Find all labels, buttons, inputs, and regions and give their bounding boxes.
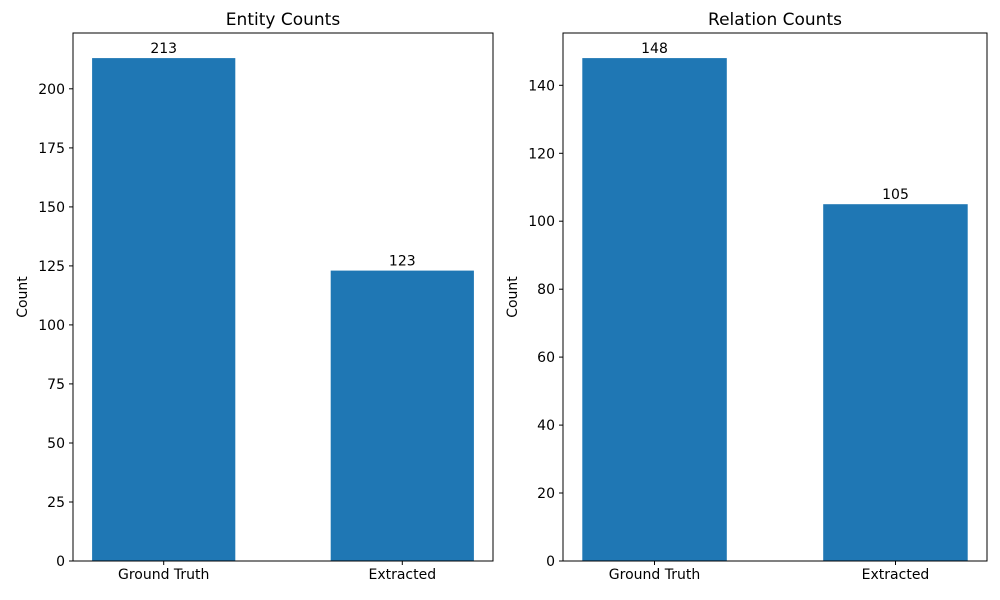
y-tick-label: 100 xyxy=(528,214,555,230)
bar-value-label: 213 xyxy=(150,41,177,57)
y-tick-label: 200 xyxy=(38,82,65,98)
y-tick-label: 175 xyxy=(38,141,65,157)
bar-value-label: 148 xyxy=(641,41,668,57)
y-tick-label: 20 xyxy=(537,486,555,502)
x-tick-label: Extracted xyxy=(862,567,930,583)
x-tick-label: Extracted xyxy=(368,567,436,583)
y-tick-label: 0 xyxy=(546,554,555,570)
y-tick-label: 0 xyxy=(56,554,65,570)
plot-border xyxy=(562,32,988,562)
bar-1 xyxy=(823,204,968,561)
y-axis-label: Count xyxy=(15,276,31,318)
y-tick-label: 75 xyxy=(47,377,65,393)
y-axis-label: Count xyxy=(505,276,521,318)
bar-1 xyxy=(330,270,474,561)
y-tick-label: 60 xyxy=(537,350,555,366)
y-tick-label: 40 xyxy=(537,418,555,434)
y-tick-label: 140 xyxy=(528,78,555,94)
chart-title: Relation Counts xyxy=(708,10,842,30)
y-tick-label: 150 xyxy=(38,200,65,216)
bar-value-label: 123 xyxy=(389,254,416,270)
chart-title: Entity Counts xyxy=(226,10,341,30)
bar-value-label: 105 xyxy=(882,187,909,203)
plot-border xyxy=(72,32,494,562)
y-tick-label: 100 xyxy=(38,318,65,334)
x-tick-label: Ground Truth xyxy=(609,567,700,583)
y-tick-label: 50 xyxy=(47,436,65,452)
y-tick-label: 80 xyxy=(537,282,555,298)
y-tick-label: 25 xyxy=(47,495,65,511)
y-tick-label: 125 xyxy=(38,259,65,275)
subplot-0: 213 123 0 25 50 75 100 125 150 175 200 Ground Truth… xyxy=(15,10,494,583)
subplot-1: 148 105 0 20 40 60 80 100 120 140 Ground Truth Extr… xyxy=(505,10,988,583)
x-tick-label: Ground Truth xyxy=(118,567,209,583)
y-tick-label: 120 xyxy=(528,146,555,162)
bar-0 xyxy=(92,58,236,561)
bar-0 xyxy=(582,58,727,561)
